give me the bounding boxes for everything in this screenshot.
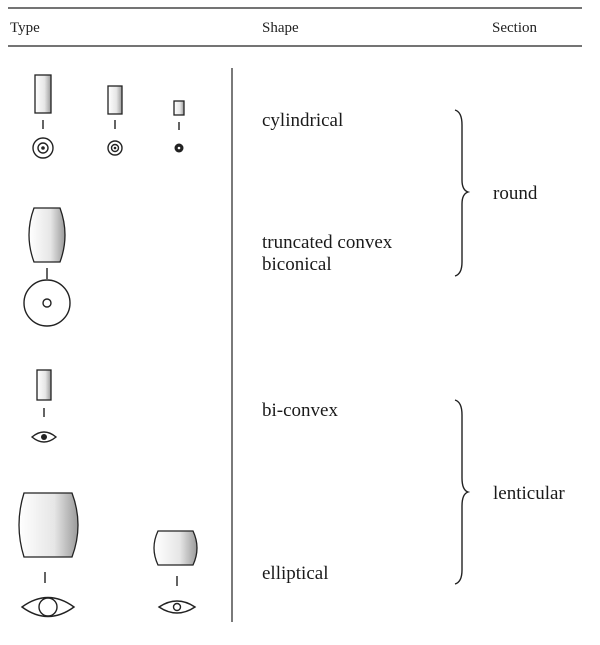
shape-label: bi-convex: [262, 400, 338, 421]
bead-drawings: [18, 74, 198, 618]
shape-label: elliptical: [262, 563, 328, 584]
header-section: Section: [492, 20, 537, 36]
brace: [454, 109, 471, 277]
section-label: lenticular: [493, 483, 565, 504]
shape-label: biconical: [262, 254, 332, 275]
brace: [454, 399, 471, 585]
header-shape: Shape: [262, 20, 299, 36]
header-type: Type: [10, 20, 40, 36]
shape-label: truncated convex: [262, 232, 393, 253]
shape-label: cylindrical: [262, 110, 343, 131]
section-label: round: [493, 183, 538, 204]
